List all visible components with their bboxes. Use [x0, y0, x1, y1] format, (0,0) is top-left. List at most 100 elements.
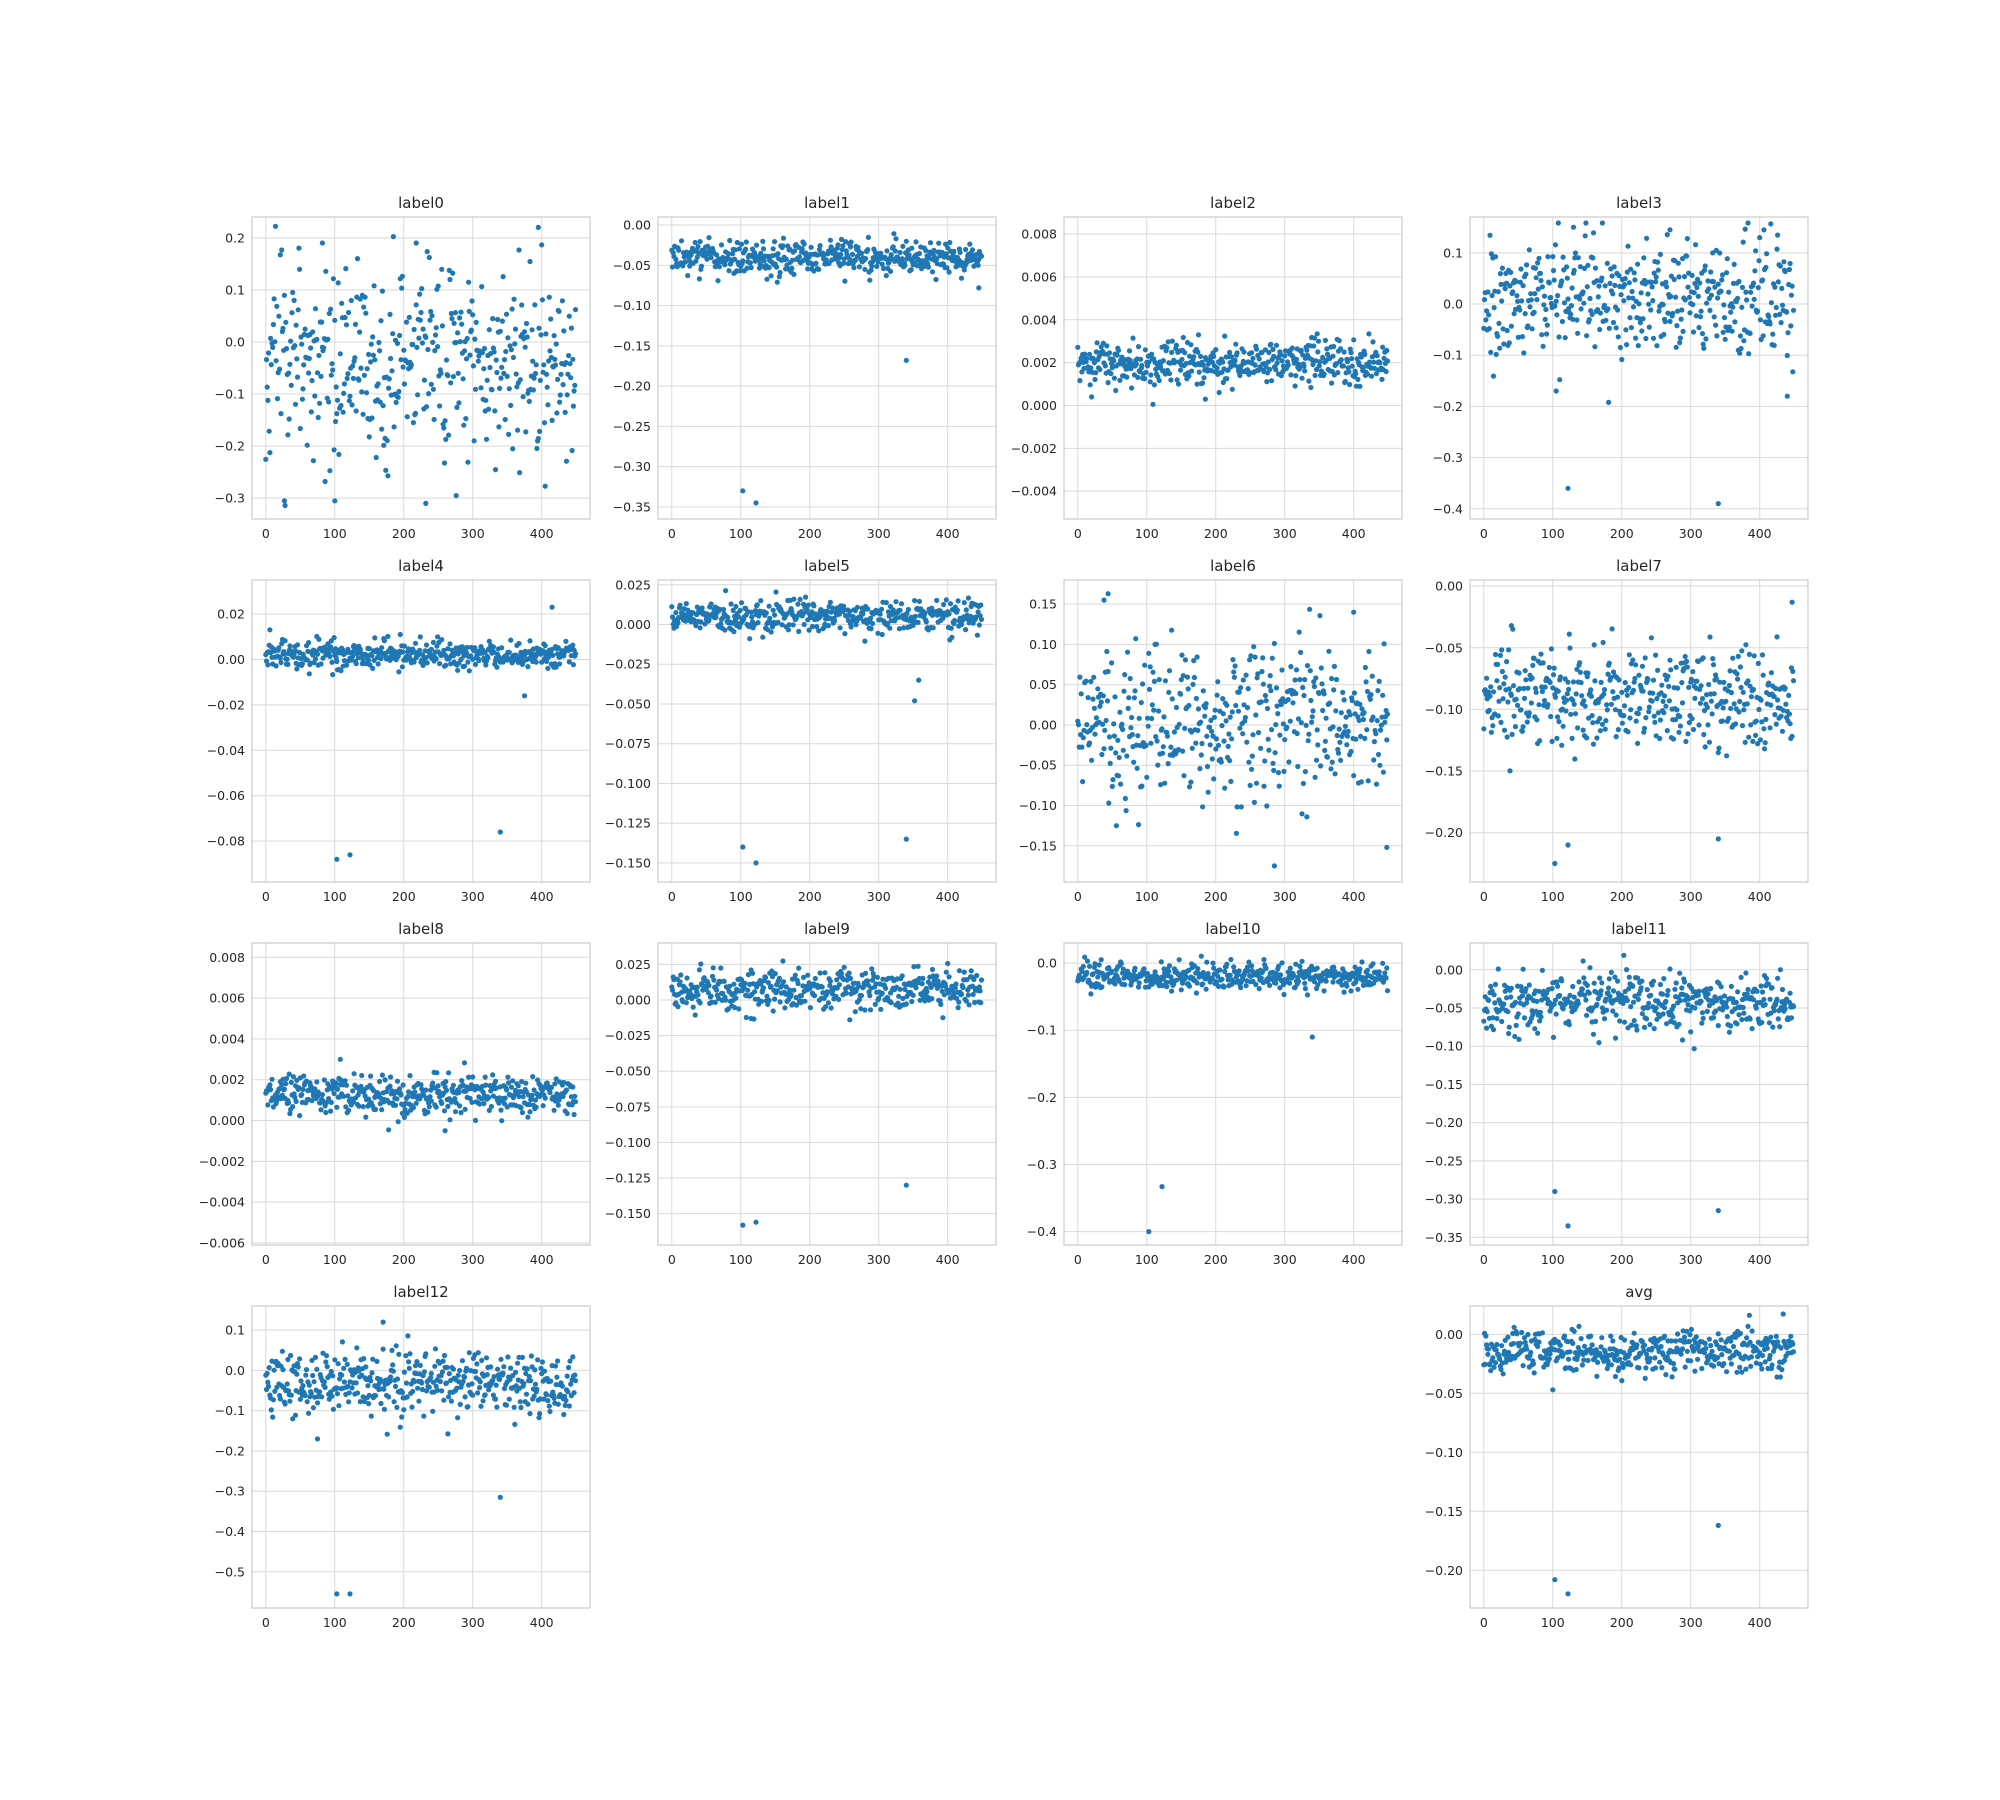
data-point [545, 402, 551, 408]
data-point [1704, 704, 1710, 711]
data-point [940, 1015, 946, 1021]
data-point [1313, 757, 1320, 763]
data-point [366, 646, 372, 652]
data-point [494, 664, 500, 670]
data-point [1532, 685, 1539, 691]
data-point [963, 998, 969, 1004]
data-point [1367, 696, 1373, 702]
data-point [299, 396, 305, 402]
data-point [737, 268, 743, 274]
data-point [1522, 311, 1528, 317]
data-point [1689, 716, 1695, 722]
data-point [1086, 740, 1093, 746]
data-point [718, 965, 724, 971]
data-point [1198, 752, 1204, 758]
data-point [1288, 664, 1294, 670]
data-point [292, 343, 298, 349]
data-point [548, 316, 554, 322]
data-point [568, 325, 575, 331]
data-point [770, 1008, 776, 1014]
data-point [780, 235, 787, 241]
data-point [557, 661, 563, 667]
data-point [379, 1072, 385, 1078]
data-point [572, 1093, 578, 1099]
data-point [1745, 678, 1751, 684]
x-tick-label: 100 [1541, 526, 1565, 541]
data-point [1091, 360, 1097, 366]
data-point [1263, 698, 1269, 704]
data-point [517, 377, 523, 383]
data-point [1733, 721, 1739, 727]
data-point [1502, 674, 1508, 680]
subplot-label1: 0 100 200 300 400−0.35−0.30−0.25−0.20−0.15−0… [613, 194, 997, 541]
data-point [755, 620, 761, 626]
data-point [748, 609, 754, 615]
data-point [1305, 738, 1311, 744]
data-point [1625, 729, 1631, 735]
data-point [1706, 681, 1712, 688]
data-point [1201, 375, 1207, 381]
data-point [1098, 957, 1104, 963]
data-point [1100, 721, 1106, 727]
data-point [498, 375, 504, 381]
data-point [1761, 227, 1767, 233]
data-point [1635, 261, 1641, 267]
data-point [1568, 711, 1574, 717]
data-point [1200, 380, 1206, 386]
data-point [1106, 965, 1112, 971]
y-tick-label: −0.10 [1425, 702, 1463, 717]
data-point [1664, 728, 1670, 734]
data-point [1578, 680, 1584, 686]
data-point [1075, 344, 1081, 350]
data-point [1220, 711, 1226, 717]
data-point [1120, 726, 1126, 733]
data-point [297, 425, 303, 432]
data-point [377, 399, 383, 405]
data-point [1311, 335, 1317, 341]
data-point [1186, 353, 1193, 359]
outlier-point [740, 488, 746, 494]
data-point [428, 646, 434, 652]
data-point [338, 668, 344, 674]
data-point [310, 458, 316, 464]
data-point [1499, 298, 1505, 304]
data-point [1252, 362, 1258, 368]
data-point [1533, 275, 1539, 281]
data-point [902, 986, 908, 993]
data-point [931, 247, 937, 253]
data-point [282, 638, 288, 644]
data-point [1533, 689, 1539, 695]
data-point [1645, 676, 1651, 683]
data-point [361, 304, 367, 310]
data-point [412, 1089, 418, 1095]
data-point [505, 1074, 511, 1080]
data-point [1684, 253, 1690, 259]
outlier-point [1384, 844, 1390, 851]
data-point [1129, 714, 1135, 721]
data-point [1124, 753, 1130, 759]
data-point [1193, 695, 1199, 702]
data-point [1526, 710, 1532, 716]
data-point [1119, 721, 1125, 727]
data-point [1692, 280, 1698, 286]
data-point [1175, 747, 1182, 753]
data-point [1380, 344, 1386, 350]
data-point [533, 659, 539, 665]
data-point [1790, 668, 1796, 675]
data-point [1164, 345, 1170, 351]
data-point [770, 246, 776, 252]
data-point [1675, 685, 1681, 691]
data-point [795, 980, 801, 987]
data-point [1341, 349, 1347, 355]
data-point [890, 244, 896, 250]
data-point [790, 622, 796, 628]
data-point [492, 1078, 499, 1084]
data-point [1501, 341, 1507, 347]
data-point [738, 241, 745, 247]
outlier-point [916, 677, 922, 683]
data-point [813, 260, 819, 266]
outlier-point [1202, 396, 1208, 402]
data-point [722, 262, 728, 268]
data-point [929, 269, 936, 275]
